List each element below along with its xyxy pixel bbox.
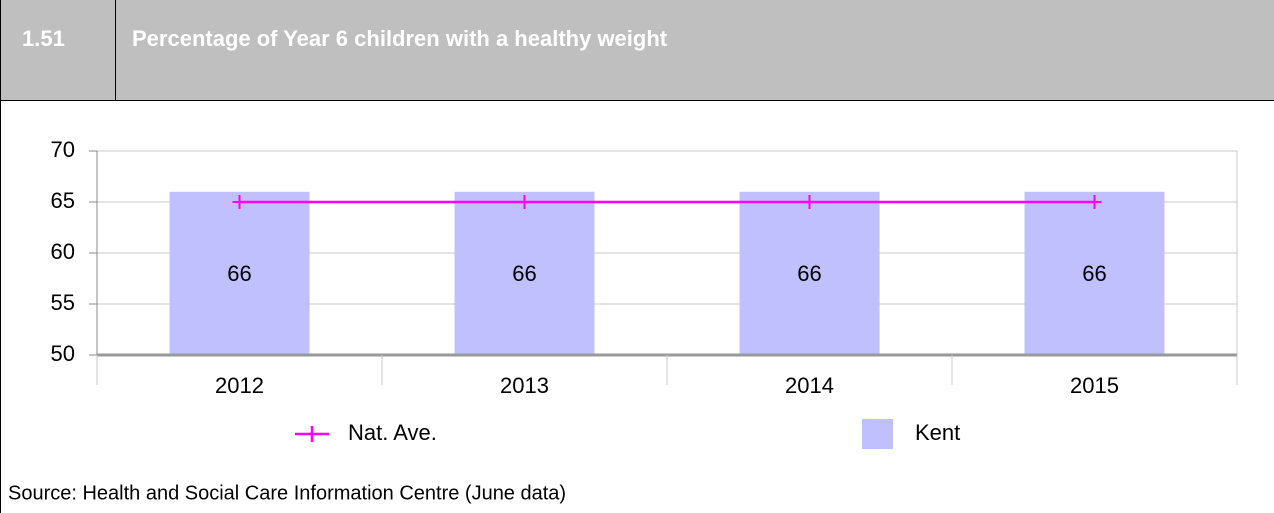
bar [169,191,310,355]
bar [1024,191,1165,355]
y-tick-label: 50 [51,341,75,366]
data-label: 66 [797,261,821,286]
y-tick-label: 70 [51,137,75,162]
legend-label: Nat. Ave. [348,420,437,445]
chart-title: Percentage of Year 6 children with a hea… [132,26,668,51]
bar [739,191,880,355]
section-number: 1.51 [22,26,65,51]
x-tick-label: 2013 [500,373,549,398]
x-tick-label: 2014 [785,373,834,398]
header-band [0,0,1274,100]
x-tick-label: 2012 [215,373,264,398]
legend-swatch [295,426,329,442]
line-marker [1087,195,1102,209]
y-tick-label: 65 [51,188,75,213]
bar [454,191,595,355]
y-tick-label: 55 [51,290,75,315]
y-tick-label: 60 [51,239,75,264]
data-label: 66 [512,261,536,286]
line-marker [232,195,247,209]
line-marker [517,195,532,209]
x-tick-label: 2015 [1070,373,1119,398]
legend-swatch [862,419,893,449]
data-label: 66 [227,261,251,286]
data-label: 66 [1082,261,1106,286]
legend-label: Kent [915,420,960,445]
line-marker [802,195,817,209]
source-note: Source: Health and Social Care Informati… [8,482,566,504]
